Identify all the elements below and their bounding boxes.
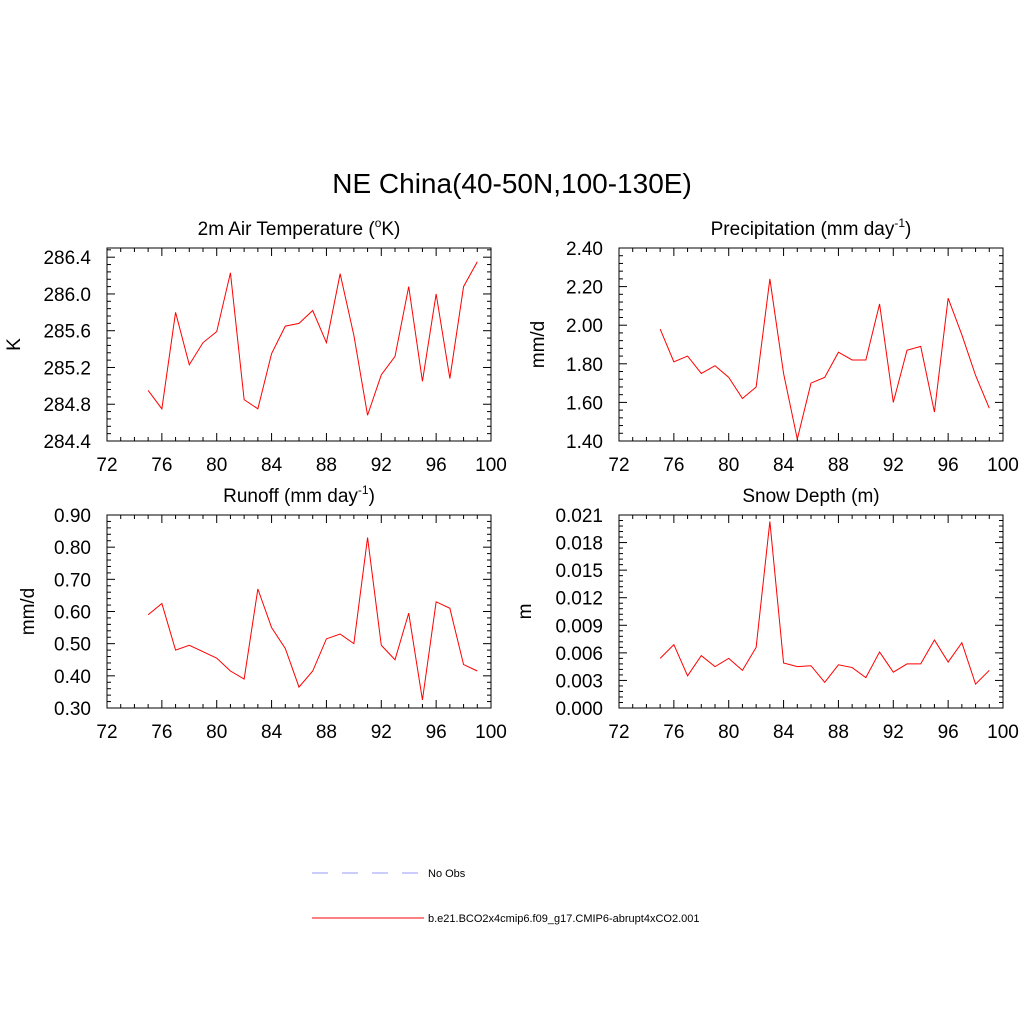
runoff-ytick-label: 0.50 xyxy=(54,635,91,656)
runoff-xtick-label: 80 xyxy=(206,722,227,743)
runoff-series-line xyxy=(147,537,478,701)
air-temperature-ytick-label: 286.4 xyxy=(43,248,91,269)
precipitation-xtick-label: 76 xyxy=(663,455,684,476)
precipitation-ytick-label: 2.00 xyxy=(566,316,603,337)
air-temperature-xtick-label: 100 xyxy=(475,455,507,476)
precipitation-series-line xyxy=(659,278,990,440)
snow-depth-xtick-label: 80 xyxy=(718,722,739,743)
air-temperature-ytick-label: 286.0 xyxy=(43,285,91,306)
precipitation-ytick-label: 2.20 xyxy=(566,278,603,299)
snow-depth-ytick-label: 0.012 xyxy=(555,589,603,610)
precipitation-title: Precipitation (mm day-1) xyxy=(711,216,912,240)
precipitation-ytick-label: 1.80 xyxy=(566,355,603,376)
precipitation-ylabel: mm/d xyxy=(528,321,549,369)
snow-depth-ytick-label: 0.000 xyxy=(555,699,603,720)
air-temperature-ylabel: K xyxy=(4,338,25,351)
runoff-ytick-label: 0.70 xyxy=(54,570,91,591)
runoff-xtick-label: 88 xyxy=(316,722,337,743)
runoff-ytick-label: 0.80 xyxy=(54,538,91,559)
snow-depth-xtick-label: 72 xyxy=(608,722,629,743)
runoff-xtick-label: 84 xyxy=(261,722,283,743)
air-temperature-panel: 2m Air Temperature (oK) 72 76 80 84 88 92 96 100… xyxy=(4,216,507,476)
precipitation-title-tail: ) xyxy=(905,219,911,240)
air-temperature-ytick-label: 285.6 xyxy=(43,322,91,343)
legend-item: No Obs xyxy=(312,868,466,880)
runoff-title: Runoff (mm day-1) xyxy=(223,483,375,507)
snow-depth-xtick-label: 96 xyxy=(938,722,959,743)
air-temperature-xtick-label: 88 xyxy=(316,455,337,476)
precipitation-xtick-label: 96 xyxy=(938,455,959,476)
snow-depth-ytick-label: 0.009 xyxy=(555,616,603,637)
precipitation-panel: Precipitation (mm day-1) 72 76 80 84 88 92 96 10… xyxy=(528,216,1019,476)
precipitation-title-sup: -1 xyxy=(894,216,905,230)
legend-label: b.e21.BCO2x4cmip6.f09_g17.CMIP6-abrupt4x… xyxy=(428,913,700,925)
precipitation-xtick-label: 72 xyxy=(608,455,629,476)
air-temperature-title: 2m Air Temperature (oK) xyxy=(198,216,401,240)
runoff-title-tail: ) xyxy=(369,486,375,507)
panels-group: 2m Air Temperature (oK)72 76 80 84 88 92 96 100… xyxy=(4,216,1019,743)
air-temperature-xtick-label: 76 xyxy=(151,455,172,476)
runoff-xtick-label: 100 xyxy=(475,722,507,743)
runoff-ytick-label: 0.30 xyxy=(54,699,91,720)
snow-depth-ytick-label: 0.018 xyxy=(555,534,603,555)
runoff-ylabel: mm/d xyxy=(18,588,39,636)
air-temperature-xtick-label: 80 xyxy=(206,455,227,476)
precipitation-ytick-label: 1.60 xyxy=(566,393,603,414)
air-temperature-xtick-label: 92 xyxy=(371,455,392,476)
snow-depth-title: Snow Depth (m) xyxy=(742,486,879,507)
air-temperature-xtick-label: 84 xyxy=(261,455,283,476)
air-temperature-ytick-label: 284.4 xyxy=(43,432,91,453)
snow-depth-ylabel: m xyxy=(515,604,536,620)
runoff-xtick-label: 92 xyxy=(371,722,392,743)
precipitation-xtick-label: 84 xyxy=(773,455,795,476)
snow-depth-ytick-label: 0.021 xyxy=(555,506,603,527)
air-temperature-ytick-label: 285.2 xyxy=(43,358,91,379)
runoff-panel: Runoff (mm day-1) 72 76 80 84 88 92 96 100 0.30 0.… xyxy=(18,483,507,743)
runoff-xtick-label: 76 xyxy=(151,722,172,743)
snow-depth-ytick-label: 0.015 xyxy=(555,561,603,582)
precipitation-xtick-label: 100 xyxy=(987,455,1019,476)
runoff-ytick-label: 0.40 xyxy=(54,667,91,688)
runoff-ytick-label: 0.60 xyxy=(54,603,91,624)
air-temperature-ytick-label: 284.8 xyxy=(43,395,91,416)
legend: No Obs b.e21.BCO2x4cmip6.f09_g17.CMIP6-ab… xyxy=(312,868,700,925)
snow-depth-ytick-label: 0.006 xyxy=(555,644,603,665)
air-temperature-series-line xyxy=(147,261,478,416)
air-temperature-xtick-label: 72 xyxy=(96,455,117,476)
runoff-xtick-label: 72 xyxy=(96,722,117,743)
precipitation-ytick-label: 1.40 xyxy=(566,432,603,453)
precipitation-xtick-label: 92 xyxy=(883,455,904,476)
air-temperature-title-main: 2m Air Temperature ( xyxy=(198,219,376,240)
snow-depth-xtick-label: 84 xyxy=(773,722,795,743)
snow-depth-xtick-label: 92 xyxy=(883,722,904,743)
snow-depth-series-line xyxy=(659,521,990,686)
snow-depth-frame xyxy=(618,514,1004,709)
legend-item: b.e21.BCO2x4cmip6.f09_g17.CMIP6-abrupt4x… xyxy=(312,913,700,925)
runoff-xtick-label: 96 xyxy=(426,722,447,743)
air-temperature-title-tail: K) xyxy=(381,219,400,240)
runoff-ytick-label: 0.90 xyxy=(54,506,91,527)
precipitation-ytick-label: 2.40 xyxy=(566,239,603,260)
snow-depth-xtick-label: 76 xyxy=(663,722,684,743)
air-temperature-xtick-label: 96 xyxy=(426,455,447,476)
precipitation-xtick-label: 88 xyxy=(828,455,849,476)
snow-depth-ytick-label: 0.003 xyxy=(555,671,603,692)
runoff-title-sup: -1 xyxy=(358,483,369,497)
figure-title: NE China(40-50N,100-130E) xyxy=(332,168,692,199)
precipitation-title-main: Precipitation (mm day xyxy=(711,219,895,240)
air-temperature-frame xyxy=(106,247,492,442)
air-temperature-title-sup: o xyxy=(375,216,382,230)
snow-depth-xtick-label: 100 xyxy=(987,722,1019,743)
legend-label: No Obs xyxy=(428,868,466,880)
precipitation-xtick-label: 80 xyxy=(718,455,739,476)
snow-depth-xtick-label: 88 xyxy=(828,722,849,743)
snow-depth-panel: Snow Depth (m) 72 76 80 84 88 92 96 100 0.000 0.00… xyxy=(515,486,1019,743)
runoff-title-main: Runoff (mm day xyxy=(223,486,358,507)
precipitation-frame xyxy=(618,247,1004,442)
snow-depth-title-main: Snow Depth (m) xyxy=(742,486,879,507)
